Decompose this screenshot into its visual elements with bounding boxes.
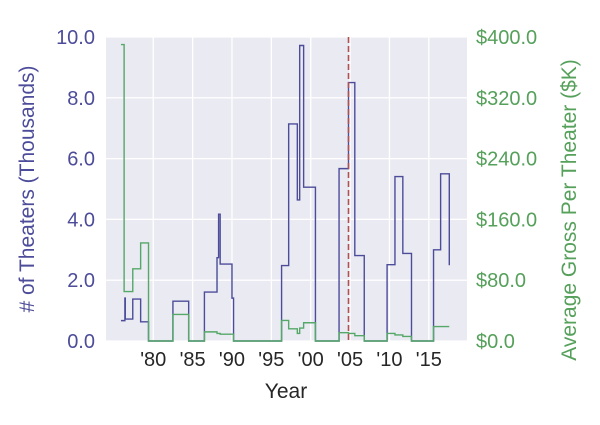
x-tick-label: '80 [140,349,166,371]
x-tick-label: '10 [376,349,402,371]
right-tick-label: $400.0 [476,27,537,49]
x-tick-label: '90 [219,349,245,371]
left-tick-label: 8.0 [67,88,95,110]
left-tick-label: 4.0 [67,209,95,231]
right-tick-labels: $0.0 $80.0 $160.0 $240.0 $320.0 $400.0 [476,27,537,353]
grid [106,36,467,342]
x-tick-label: '15 [416,349,442,371]
left-tick-label: 0.0 [67,331,95,353]
x-tick-label: '00 [298,349,324,371]
x-tick-labels: '80 '85 '90 '95 '00 '05 '10 '15 [140,349,442,371]
left-tick-labels: 0.0 2.0 4.0 6.0 8.0 10.0 [56,27,95,353]
right-tick-label: $80.0 [476,270,526,292]
plot-background [106,37,467,341]
right-tick-label: $160.0 [476,209,537,231]
x-tick-label: '05 [337,349,363,371]
right-tick-label: $320.0 [476,88,537,110]
left-tick-label: 10.0 [56,27,95,49]
x-tick-label: '85 [180,349,206,371]
x-tick-label: '95 [258,349,284,371]
series-layer [120,43,450,342]
left-axis-label: # of Theaters (Thousands) [16,65,39,312]
x-axis-label: Year [265,380,307,403]
right-axis-label: Average Gross Per Theater ($K) [558,59,581,361]
avg-gross-step-line [120,43,450,342]
left-tick-label: 2.0 [67,270,95,292]
left-tick-label: 6.0 [67,149,95,171]
right-tick-label: $240.0 [476,149,537,171]
right-tick-label: $0.0 [476,331,515,353]
